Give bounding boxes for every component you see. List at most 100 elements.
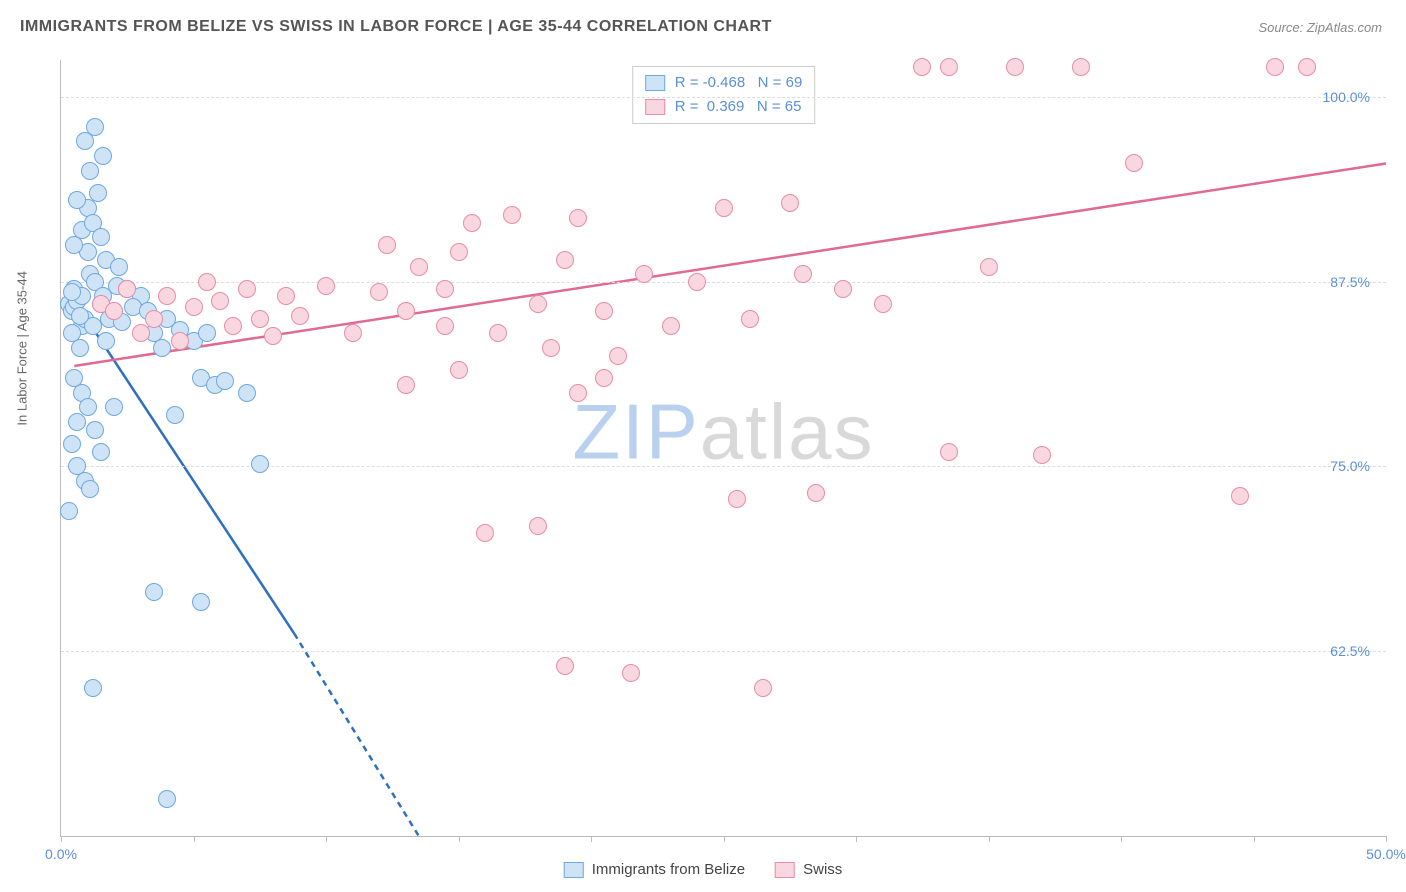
scatter-point xyxy=(92,443,110,461)
watermark: ZIPatlas xyxy=(572,387,874,478)
scatter-point xyxy=(63,283,81,301)
xtick xyxy=(989,836,990,842)
scatter-point xyxy=(370,283,388,301)
watermark-zip: ZIP xyxy=(572,388,699,476)
scatter-point xyxy=(97,332,115,350)
scatter-point xyxy=(556,251,574,269)
xtick xyxy=(194,836,195,842)
scatter-point xyxy=(105,302,123,320)
xtick xyxy=(724,836,725,842)
scatter-point xyxy=(63,435,81,453)
xtick-label: 50.0% xyxy=(1366,846,1406,862)
scatter-point xyxy=(794,265,812,283)
scatter-point xyxy=(874,295,892,313)
scatter-point xyxy=(728,490,746,508)
scatter-point xyxy=(463,214,481,232)
xtick-label: 0.0% xyxy=(45,846,77,862)
correlation-legend-box: R = -0.468 N = 69 R = 0.369 N = 65 xyxy=(632,66,816,124)
scatter-point xyxy=(224,317,242,335)
legend-row-series1: R = -0.468 N = 69 xyxy=(645,71,803,95)
scatter-point xyxy=(781,194,799,212)
legend-stats-series1: R = -0.468 N = 69 xyxy=(675,71,803,95)
scatter-point xyxy=(940,443,958,461)
scatter-point xyxy=(542,339,560,357)
scatter-point xyxy=(569,384,587,402)
scatter-point xyxy=(92,228,110,246)
bottom-legend: Immigrants from Belize Swiss xyxy=(564,861,843,878)
scatter-point xyxy=(940,58,958,76)
source-attribution: Source: ZipAtlas.com xyxy=(1258,20,1382,35)
scatter-point xyxy=(277,287,295,305)
scatter-point xyxy=(635,265,653,283)
chart-title: IMMIGRANTS FROM BELIZE VS SWISS IN LABOR… xyxy=(20,18,772,36)
gridline xyxy=(61,651,1386,652)
scatter-point xyxy=(68,191,86,209)
xtick xyxy=(459,836,460,842)
bottom-swatch-2 xyxy=(775,862,795,878)
scatter-point xyxy=(238,384,256,402)
scatter-point xyxy=(81,162,99,180)
scatter-point xyxy=(741,310,759,328)
scatter-point xyxy=(145,583,163,601)
scatter-point xyxy=(807,484,825,502)
scatter-point xyxy=(166,406,184,424)
scatter-point xyxy=(1231,487,1249,505)
xtick xyxy=(1121,836,1122,842)
scatter-point xyxy=(622,664,640,682)
scatter-point xyxy=(198,324,216,342)
scatter-point xyxy=(118,280,136,298)
xtick xyxy=(326,836,327,842)
scatter-point xyxy=(76,132,94,150)
bottom-label-1: Immigrants from Belize xyxy=(592,861,745,878)
scatter-point xyxy=(913,58,931,76)
scatter-point xyxy=(291,307,309,325)
scatter-point xyxy=(216,372,234,390)
scatter-point xyxy=(378,236,396,254)
gridline xyxy=(61,97,1386,98)
scatter-point xyxy=(1125,154,1143,172)
scatter-point xyxy=(397,376,415,394)
ytick-label: 100.0% xyxy=(1323,89,1370,105)
scatter-point xyxy=(171,332,189,350)
scatter-point xyxy=(1266,58,1284,76)
plot-area: ZIPatlas R = -0.468 N = 69 R = 0.369 N =… xyxy=(60,60,1386,837)
scatter-point xyxy=(81,480,99,498)
scatter-point xyxy=(397,302,415,320)
scatter-point xyxy=(489,324,507,342)
legend-row-series2: R = 0.369 N = 65 xyxy=(645,95,803,119)
scatter-point xyxy=(238,280,256,298)
legend-stats-series2: R = 0.369 N = 65 xyxy=(675,95,802,119)
trend-lines-svg xyxy=(61,60,1386,836)
scatter-point xyxy=(436,280,454,298)
scatter-point xyxy=(595,302,613,320)
scatter-point xyxy=(71,307,89,325)
scatter-point xyxy=(153,339,171,357)
ytick-label: 87.5% xyxy=(1330,274,1370,290)
scatter-point xyxy=(84,679,102,697)
scatter-point xyxy=(529,295,547,313)
scatter-point xyxy=(94,147,112,165)
scatter-point xyxy=(569,209,587,227)
scatter-point xyxy=(688,273,706,291)
scatter-point xyxy=(662,317,680,335)
scatter-point xyxy=(211,292,229,310)
scatter-point xyxy=(145,310,163,328)
scatter-point xyxy=(158,287,176,305)
xtick xyxy=(856,836,857,842)
scatter-point xyxy=(503,206,521,224)
scatter-point xyxy=(264,327,282,345)
scatter-point xyxy=(980,258,998,276)
scatter-point xyxy=(754,679,772,697)
chart-container: In Labor Force | Age 35-44 ZIPatlas R = … xyxy=(60,60,1386,837)
scatter-point xyxy=(132,324,150,342)
scatter-point xyxy=(1298,58,1316,76)
y-axis-label: In Labor Force | Age 35-44 xyxy=(15,271,30,425)
xtick xyxy=(1254,836,1255,842)
trend-line xyxy=(294,634,419,836)
watermark-atlas: atlas xyxy=(700,388,875,476)
scatter-point xyxy=(251,455,269,473)
scatter-point xyxy=(450,243,468,261)
scatter-point xyxy=(595,369,613,387)
scatter-point xyxy=(192,593,210,611)
legend-swatch-series2 xyxy=(645,99,665,115)
